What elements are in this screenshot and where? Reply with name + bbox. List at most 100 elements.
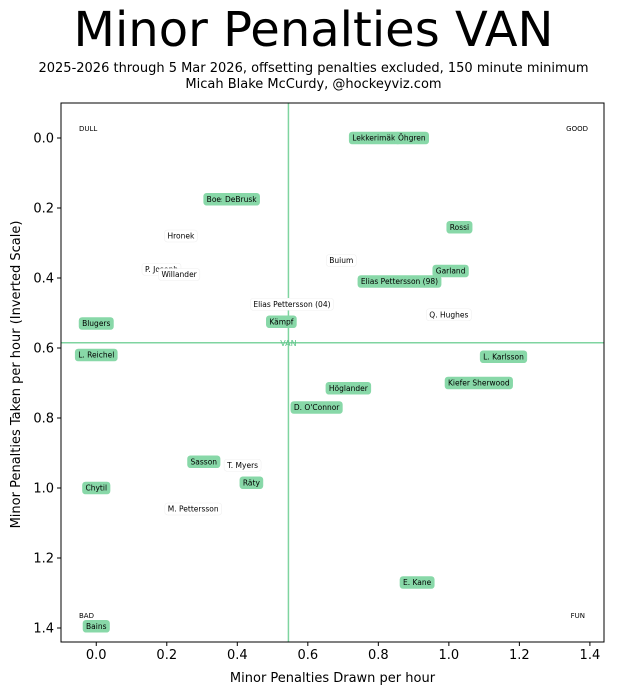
player-label: Elias Pettersson (04) — [253, 300, 330, 309]
player-label-box — [399, 576, 435, 589]
player-point: D. O'Connor — [290, 401, 343, 414]
player-label-box — [426, 308, 472, 322]
player-label-box — [164, 502, 222, 516]
player-point: Buium — [325, 254, 357, 267]
player-label: Buium — [329, 256, 353, 265]
player-label: Sasson — [191, 457, 218, 466]
chart-byline: Micah Blake McCurdy, @hockeyviz.com — [185, 77, 442, 92]
y-tick-label: 0.8 — [33, 412, 54, 427]
player-point: Bains — [82, 619, 110, 633]
player-label-box — [158, 268, 201, 281]
player-label-box — [78, 317, 114, 330]
player-point: Lekkerimäki — [348, 131, 401, 145]
player-point: DeBrusk — [221, 192, 260, 206]
player-label: DeBrusk — [225, 195, 257, 204]
plot-frame — [60, 102, 605, 643]
corner-label-top-right: GOOD — [566, 125, 588, 133]
player-label: L. Reichel — [78, 351, 114, 360]
player-point: Räty — [239, 476, 264, 490]
player-point: Höglander — [325, 381, 372, 395]
corner-label-top-left: DULL — [79, 125, 97, 133]
player-label-box — [432, 264, 469, 278]
player-label-box — [239, 476, 264, 490]
player-point: Blugers — [78, 317, 114, 330]
player-label-box — [446, 220, 473, 234]
x-tick-label: 0.8 — [368, 648, 389, 663]
player-point: L. Karlsson — [479, 350, 528, 364]
player-point: L. Reichel — [74, 348, 118, 362]
x-tick-label: 0.6 — [297, 648, 318, 663]
player-point: Q. Hughes — [426, 308, 472, 322]
x-tick-label: 0.2 — [156, 648, 177, 663]
x-tick-label: 0.0 — [86, 648, 107, 663]
player-label: Blugers — [82, 319, 110, 328]
reference-label: VAN — [280, 339, 296, 348]
player-label: Elias Pettersson (98) — [361, 277, 438, 286]
player-label: M. Pettersson — [168, 505, 219, 514]
player-point: Willander — [158, 268, 201, 281]
player-label-box — [164, 229, 198, 243]
player-point: Kiefer Sherwood — [444, 376, 513, 390]
player-label-box — [290, 401, 343, 414]
player-label-box — [444, 376, 513, 390]
x-tick-label: 1.0 — [439, 648, 460, 663]
player-label: L. Karlsson — [483, 352, 524, 361]
player-label-box — [325, 254, 357, 267]
player-point: Elias Pettersson (98) — [357, 275, 442, 288]
player-label-box — [250, 297, 334, 311]
player-label: T. Myers — [226, 461, 258, 470]
player-label-box — [82, 481, 111, 495]
player-label: Hronek — [167, 232, 195, 241]
player-label: Lekkerimäki — [352, 134, 397, 143]
player-label-box — [82, 619, 110, 633]
x-axis-label: Minor Penalties Drawn per hour — [230, 671, 436, 686]
player-label-box — [325, 381, 372, 395]
player-label-box — [221, 192, 260, 206]
y-tick-label: 1.4 — [33, 622, 54, 637]
x-tick-label: 0.4 — [227, 648, 248, 663]
y-tick-label: 0.2 — [33, 202, 54, 217]
player-label: Bains — [86, 622, 107, 631]
player-label: Kämpf — [269, 317, 293, 326]
y-tick-label: 0.4 — [33, 272, 54, 287]
y-tick-label: 0.0 — [33, 132, 54, 147]
player-point: Garland — [432, 264, 469, 278]
player-label: Q. Hughes — [429, 310, 468, 319]
player-label: Willander — [161, 270, 197, 279]
player-point: M. Pettersson — [164, 502, 222, 516]
player-point: Sasson — [187, 455, 221, 469]
player-label: Kiefer Sherwood — [448, 379, 510, 388]
player-label: E. Kane — [403, 578, 432, 587]
player-label: Öhgren — [398, 134, 426, 143]
corner-label-bottom-right: FUN — [571, 612, 585, 620]
player-label: D. O'Connor — [294, 403, 340, 412]
corner-label-bottom-left: BAD — [79, 612, 94, 620]
player-label: Chytil — [85, 484, 107, 493]
player-label-box — [74, 348, 118, 362]
player-label-box — [357, 275, 442, 288]
y-tick-label: 0.6 — [33, 342, 54, 357]
x-tick-label: 1.2 — [509, 648, 530, 663]
player-point: E. Kane — [399, 576, 435, 589]
player-point: T. Myers — [223, 458, 262, 472]
y-tick-label: 1.0 — [33, 482, 54, 497]
player-point: Chytil — [82, 481, 111, 495]
chart-title: Minor Penalties VAN — [73, 2, 554, 58]
player-label: Rossi — [450, 223, 469, 232]
player-label-box — [394, 131, 429, 145]
player-label-box — [187, 455, 221, 469]
player-point: Hronek — [164, 229, 198, 243]
x-tick-label: 1.4 — [580, 648, 601, 663]
y-axis-label: Minor Penalties Taken per hour (Inverted… — [9, 221, 24, 529]
player-label-box — [223, 458, 262, 472]
chart-subtitle: 2025-2026 through 5 Mar 2026, offsetting… — [38, 61, 589, 76]
player-point: Rossi — [446, 220, 473, 234]
player-point: Öhgren — [394, 131, 429, 145]
player-label: Boeser — [207, 195, 234, 204]
player-label-box — [479, 350, 528, 364]
player-point: Elias Pettersson (04) — [250, 297, 334, 311]
player-label: Räty — [243, 478, 261, 487]
player-label: Höglander — [329, 384, 369, 393]
player-label: Garland — [436, 267, 466, 276]
